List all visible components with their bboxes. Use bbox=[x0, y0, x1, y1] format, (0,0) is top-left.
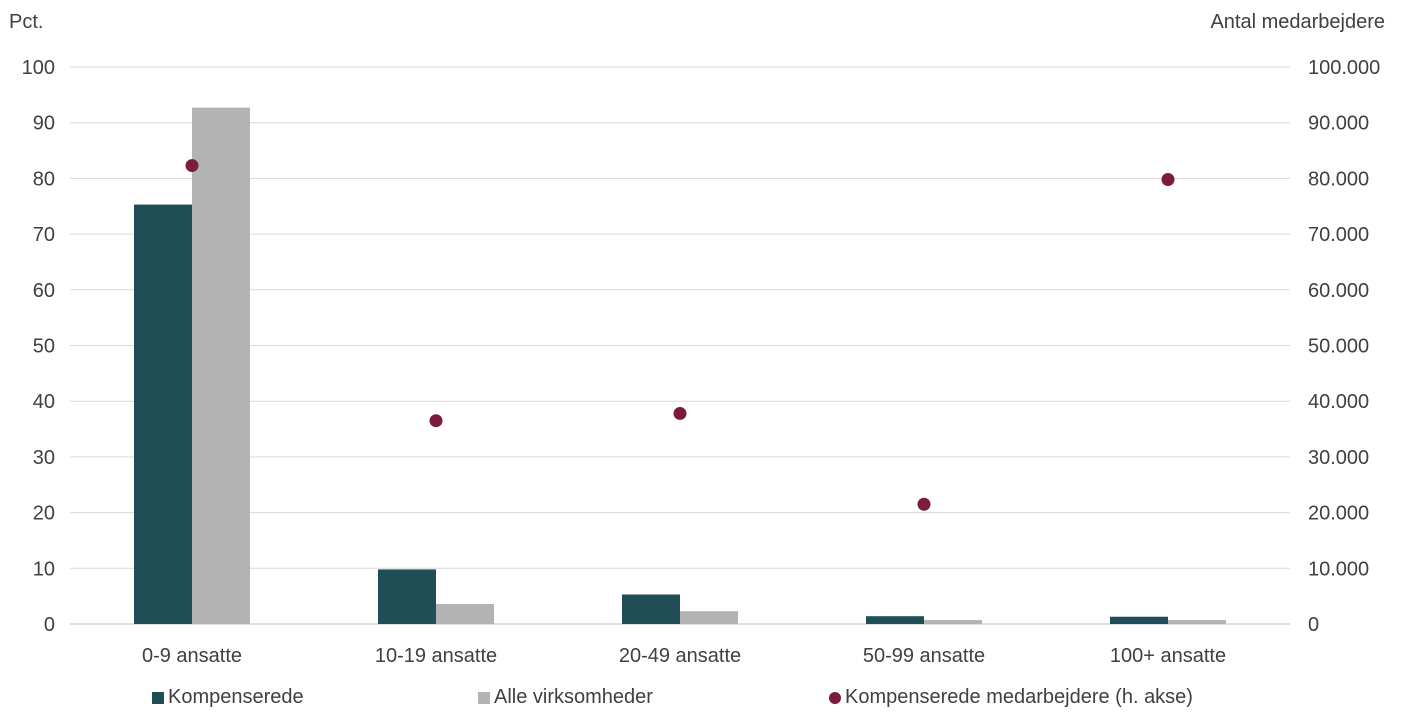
legend-swatch-alle-virksomheder bbox=[478, 691, 490, 704]
left-tick-label: 30 bbox=[33, 447, 55, 469]
left-axis-ticks: 0 10 20 30 40 50 60 70 80 90 100 bbox=[22, 57, 55, 636]
left-tick-label: 90 bbox=[33, 113, 55, 135]
left-tick-label: 70 bbox=[33, 224, 55, 246]
left-tick-label: 10 bbox=[33, 558, 55, 580]
bar bbox=[622, 594, 680, 624]
right-tick-label: 40.000 bbox=[1308, 391, 1369, 413]
right-tick-label: 60.000 bbox=[1308, 280, 1369, 302]
x-axis-labels: 0-9 ansatte 10-19 ansatte 20-49 ansatte 50-… bbox=[142, 645, 1226, 667]
right-tick-label: 90.000 bbox=[1308, 113, 1369, 135]
left-tick-label: 20 bbox=[33, 503, 55, 525]
left-tick-label: 100 bbox=[22, 57, 55, 79]
left-tick-label: 80 bbox=[33, 168, 55, 190]
legend-item-kompenserede-medarbejdere: Kompenserede medarbejdere (h. akse) bbox=[829, 686, 1193, 709]
legend-label-alle-virksomheder: Alle virksomheder bbox=[494, 686, 653, 708]
bar bbox=[1110, 616, 1168, 624]
legend-swatch-kompenserede bbox=[152, 691, 164, 704]
points bbox=[185, 159, 1175, 511]
bar bbox=[436, 603, 494, 624]
right-axis-ticks: 0 10.000 20.000 30.000 40.000 50.000 60.000 70.… bbox=[1308, 57, 1380, 636]
point bbox=[185, 159, 199, 173]
bar bbox=[866, 616, 924, 624]
chart: Pct. Antal medarbejdere 0 10 20 30 40 50 60 70 8… bbox=[9, 11, 1385, 667]
right-tick-label: 0 bbox=[1308, 614, 1319, 636]
bar bbox=[378, 569, 436, 624]
bar bbox=[1168, 620, 1226, 624]
right-axis-label: Antal medarbejdere bbox=[1210, 11, 1385, 33]
bar bbox=[192, 107, 250, 624]
x-tick-label: 0-9 ansatte bbox=[142, 645, 242, 667]
x-tick-label: 50-99 ansatte bbox=[863, 645, 985, 667]
bars bbox=[134, 107, 1226, 625]
x-tick-label: 100+ ansatte bbox=[1110, 645, 1226, 667]
right-tick-label: 100.000 bbox=[1308, 57, 1380, 79]
point bbox=[673, 406, 687, 420]
x-tick-label: 10-19 ansatte bbox=[375, 645, 497, 667]
legend: Kompenserede Alle virksomheder Kompenser… bbox=[0, 686, 1402, 710]
left-axis-label: Pct. bbox=[9, 11, 43, 33]
right-tick-label: 50.000 bbox=[1308, 336, 1369, 358]
bar bbox=[134, 204, 192, 625]
point bbox=[917, 497, 931, 511]
x-tick-label: 20-49 ansatte bbox=[619, 645, 741, 667]
right-tick-label: 30.000 bbox=[1308, 447, 1369, 469]
point bbox=[429, 414, 443, 428]
legend-item-kompenserede: Kompenserede bbox=[152, 686, 304, 709]
legend-item-alle-virksomheder: Alle virksomheder bbox=[478, 686, 653, 709]
bar bbox=[924, 620, 982, 624]
bar bbox=[680, 611, 738, 624]
point bbox=[1161, 173, 1175, 187]
right-tick-label: 70.000 bbox=[1308, 224, 1369, 246]
legend-marker-kompenserede-medarbejdere bbox=[829, 691, 841, 704]
right-tick-label: 80.000 bbox=[1308, 168, 1369, 190]
left-tick-label: 60 bbox=[33, 280, 55, 302]
legend-label-kompenserede: Kompenserede bbox=[168, 686, 304, 708]
right-tick-label: 20.000 bbox=[1308, 503, 1369, 525]
right-tick-label: 10.000 bbox=[1308, 558, 1369, 580]
left-tick-label: 50 bbox=[33, 336, 55, 358]
legend-label-kompenserede-medarbejdere: Kompenserede medarbejdere (h. akse) bbox=[845, 686, 1193, 708]
left-tick-label: 40 bbox=[33, 391, 55, 413]
gridlines bbox=[70, 66, 1290, 625]
left-tick-label: 0 bbox=[44, 614, 55, 636]
